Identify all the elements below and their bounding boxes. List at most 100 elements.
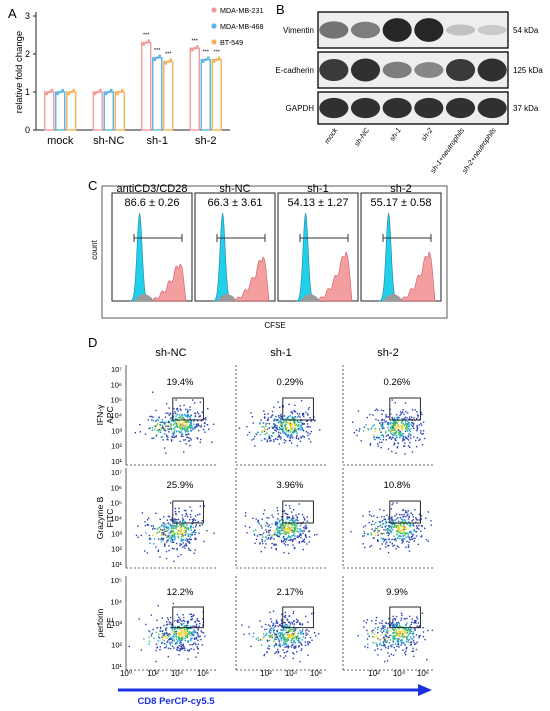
flow-event — [372, 642, 374, 644]
flow-event — [248, 633, 251, 635]
flow-event — [164, 416, 167, 418]
flow-event — [188, 415, 190, 417]
flow-event — [296, 432, 298, 434]
flow-event — [385, 631, 387, 633]
flow-event — [385, 432, 387, 434]
flow-event — [182, 435, 184, 438]
flow-event — [288, 422, 290, 424]
flow-event — [156, 646, 159, 648]
flow-event — [279, 624, 281, 627]
flow-event — [191, 631, 193, 634]
flow-event — [288, 627, 290, 630]
flow-event — [151, 632, 153, 635]
flow-event — [283, 633, 286, 635]
flow-event — [425, 517, 427, 519]
flow-event — [385, 647, 387, 649]
flow-event — [199, 525, 201, 527]
flow-event — [208, 428, 210, 430]
flow-event — [273, 640, 275, 642]
flow-event — [380, 516, 383, 518]
flow-event — [295, 621, 298, 624]
flow-event — [149, 538, 151, 540]
flow-event — [407, 412, 409, 414]
flow-event — [294, 404, 296, 407]
flow-event — [404, 630, 406, 633]
flow-event — [169, 616, 172, 619]
flow-event — [406, 425, 409, 427]
flow-event — [380, 648, 382, 651]
flow-event — [183, 413, 186, 416]
flow-event — [193, 629, 195, 631]
flow-event — [391, 429, 394, 431]
flow-event — [195, 656, 197, 658]
flow-x-tick-label: 10⁶ — [417, 669, 429, 678]
flow-event — [289, 623, 291, 625]
flow-event — [293, 424, 296, 427]
flow-event — [278, 535, 280, 537]
flow-event — [182, 546, 184, 548]
flow-event — [385, 420, 387, 423]
flow-event — [283, 530, 286, 533]
flow-event — [370, 532, 372, 534]
flow-event — [259, 543, 261, 545]
flow-event — [405, 533, 407, 535]
flow-event — [183, 628, 186, 630]
flow-event — [286, 434, 288, 436]
flow-event — [400, 630, 403, 633]
flow-event — [394, 519, 396, 521]
flow-event — [382, 422, 384, 424]
flow-event — [182, 643, 184, 645]
flow-event — [406, 636, 408, 638]
flow-event — [157, 419, 159, 422]
flow-event — [161, 418, 164, 421]
flow-event — [399, 631, 402, 633]
flow-event — [413, 627, 416, 629]
flow-event — [395, 513, 398, 515]
flow-event — [416, 617, 419, 620]
flow-event — [289, 425, 292, 428]
flow-event — [283, 639, 285, 641]
flow-event — [413, 622, 415, 624]
flow-event — [410, 531, 412, 533]
flow-event — [196, 619, 198, 621]
flow-event — [176, 547, 178, 550]
bar — [189, 47, 200, 131]
bar-point — [45, 92, 49, 96]
flow-event — [275, 530, 277, 532]
flow-event — [197, 438, 199, 440]
flow-event — [413, 530, 415, 532]
flow-event — [294, 629, 297, 631]
flow-event — [393, 422, 395, 424]
flow-event — [171, 642, 173, 644]
flow-event — [161, 427, 163, 430]
flow-event — [170, 638, 172, 640]
flow-event — [187, 624, 189, 627]
flow-event — [161, 427, 164, 429]
flow-event — [422, 631, 425, 633]
flow-event — [412, 639, 415, 642]
flow-event — [369, 444, 372, 446]
flow-event — [172, 535, 174, 538]
flow-event — [366, 619, 369, 621]
flow-event — [391, 538, 393, 541]
flow-event — [401, 539, 403, 541]
flow-event — [195, 643, 197, 646]
flow-event — [273, 644, 276, 647]
flow-event — [408, 629, 410, 631]
flow-event — [397, 517, 399, 519]
flow-event — [155, 643, 158, 645]
flow-event — [298, 645, 300, 647]
flow-event — [417, 414, 419, 417]
blot-band — [445, 97, 476, 119]
flow-event — [277, 422, 280, 424]
flow-event — [182, 532, 184, 535]
flow-event — [297, 531, 299, 533]
flow-event — [281, 634, 283, 636]
flow-event — [398, 635, 401, 637]
flow-event — [301, 428, 303, 430]
flow-event — [194, 519, 197, 521]
flow-event — [391, 399, 393, 401]
flow-event — [376, 644, 378, 646]
flow-event — [196, 425, 198, 427]
flow-event — [175, 426, 177, 428]
